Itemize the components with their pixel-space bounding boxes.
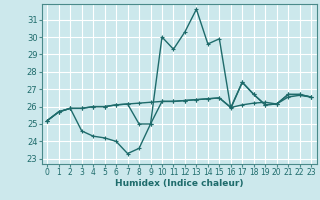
- X-axis label: Humidex (Indice chaleur): Humidex (Indice chaleur): [115, 179, 244, 188]
